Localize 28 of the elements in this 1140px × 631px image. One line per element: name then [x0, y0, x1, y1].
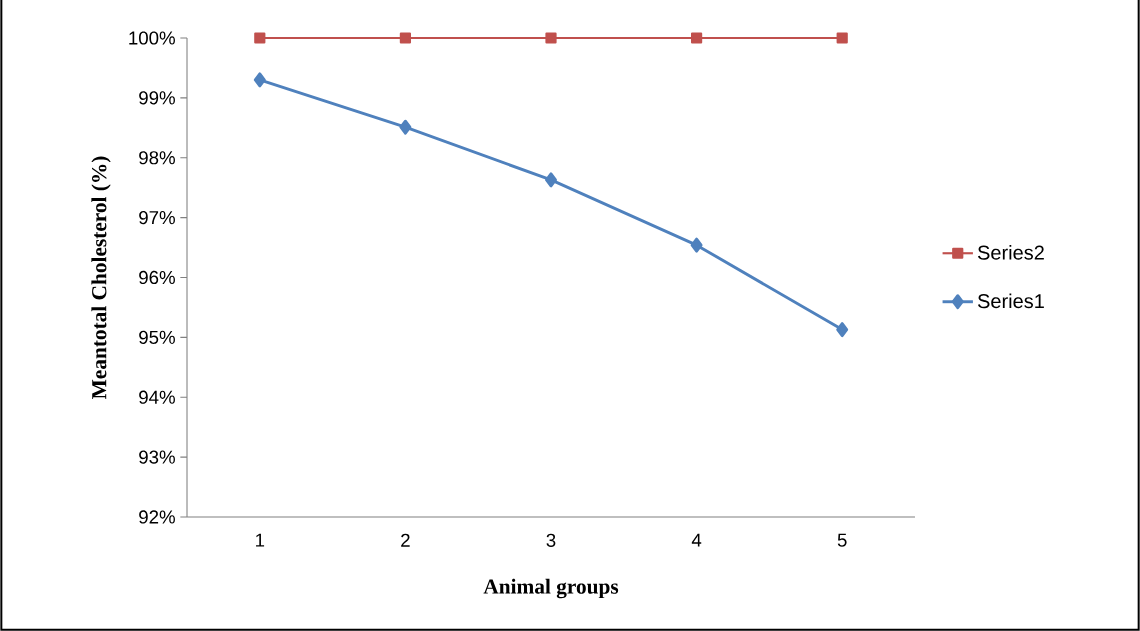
point [836, 32, 848, 44]
y-tick-label: 96% [139, 270, 175, 285]
y-tick-label: 97% [139, 211, 175, 225]
point [690, 32, 703, 44]
y-tick-label: 98% [139, 151, 175, 165]
y-tick-label: 100% [129, 31, 175, 45]
x-tick-label: 4 [691, 533, 702, 547]
point [399, 32, 412, 44]
x-tick-label: 5 [837, 533, 847, 547]
point [254, 32, 266, 44]
point [836, 322, 849, 338]
y-tick-label: 95% [139, 330, 175, 344]
point [545, 32, 557, 44]
x-axis-title: Animal groups [483, 578, 619, 599]
point [690, 237, 703, 253]
legend-label: Series1 [977, 293, 1044, 309]
legend-label: Series2 [977, 245, 1044, 260]
x-tick-label: 2 [401, 533, 410, 547]
y-tick-label: 92% [139, 510, 175, 524]
y-tick-label: 94% [139, 390, 175, 404]
x-tick-label: 1 [256, 533, 265, 547]
point [253, 72, 266, 88]
y-tick-label: 99% [139, 91, 175, 105]
point [545, 172, 557, 188]
y-axis-title: Meantotal Cholesterol (%) [91, 156, 111, 399]
y-tick-label: 93% [139, 450, 175, 464]
point [399, 119, 412, 135]
x-tick-label: 3 [546, 533, 556, 547]
